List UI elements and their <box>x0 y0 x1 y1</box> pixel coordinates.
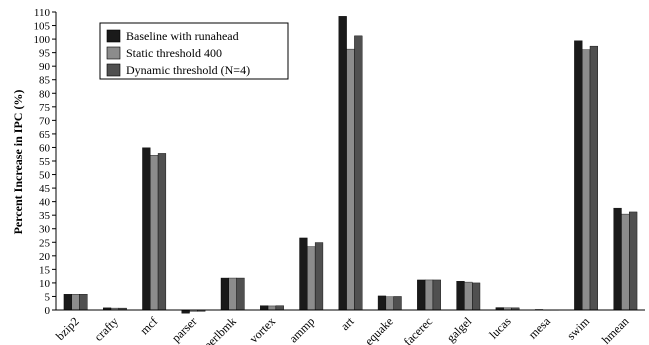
x-tick-label: art <box>338 314 357 333</box>
bar-perlbmk-series-2 <box>228 277 237 311</box>
x-axis-tick-labels: bzip2 crafty mcf parser perlbmk vortex ammp art… <box>53 314 631 345</box>
y-tick-label: 100 <box>34 34 51 46</box>
bar-galgel-series-1 <box>456 281 465 311</box>
x-tick-label: bzip2 <box>53 314 82 343</box>
y-tick-label: 20 <box>39 251 51 263</box>
y-tick-label: 5 <box>45 291 51 303</box>
bar-hmean-series-3 <box>629 211 638 311</box>
y-tick-label: 10 <box>39 278 51 290</box>
y-tick-label: 70 <box>39 115 51 127</box>
x-tick-label: equake <box>362 314 396 345</box>
bar-equake-series-1 <box>377 295 387 311</box>
bar-facerec-series-2 <box>424 279 434 311</box>
x-tick-label: facerec <box>401 314 435 345</box>
y-tick-label: 55 <box>39 156 51 168</box>
y-tick-label: 90 <box>39 61 51 73</box>
bar-perlbmk-series-1 <box>220 277 230 311</box>
legend-box <box>99 22 289 80</box>
x-tick-label: vortex <box>247 314 279 345</box>
bar-galgel-series-3 <box>472 282 481 311</box>
y-tick-label: 25 <box>39 237 51 249</box>
bar-swim-series-1 <box>574 40 583 311</box>
y-tick-label: 110 <box>34 7 51 19</box>
bar-vortex-series-2 <box>267 305 277 311</box>
y-tick-label: 75 <box>39 102 51 114</box>
bar-vortex-series-1 <box>260 305 269 311</box>
y-tick-label: 85 <box>39 75 51 87</box>
y-axis-label: Percent Increase in IPC (%) <box>11 90 25 235</box>
bar-ammp-series-3 <box>314 242 324 311</box>
bar-art-series-1 <box>338 16 347 311</box>
bar-swim-series-2 <box>582 49 591 311</box>
bar-perlbmk-series-3 <box>236 277 245 311</box>
axes <box>55 12 645 311</box>
x-tick-label: parser <box>169 314 200 345</box>
x-tick-label: mcf <box>137 314 160 337</box>
y-tick-label: 50 <box>39 170 51 182</box>
y-tick-label: 45 <box>39 183 51 195</box>
x-tick-label: ammp <box>286 314 317 345</box>
bar-equake-series-3 <box>393 296 402 311</box>
bar-equake-series-2 <box>385 296 394 311</box>
x-tick-label: hmean <box>599 314 632 345</box>
legend-swatch <box>106 46 121 60</box>
bar-ammp-series-1 <box>299 237 308 311</box>
legend: Baseline with runahead Static threshold 4… <box>99 22 289 80</box>
x-tick-label: lucas <box>486 314 514 342</box>
x-tick-label: galgel <box>444 314 475 345</box>
bars <box>63 16 638 314</box>
x-tick-label: swim <box>564 314 593 343</box>
bar-bzip2-series-3 <box>79 294 88 311</box>
bar-mcf-series-2 <box>150 155 159 311</box>
y-tick-label: 105 <box>34 21 51 33</box>
legend-entry-label: Dynamic threshold (N=4) <box>126 63 250 77</box>
bar-vortex-series-3 <box>275 305 284 311</box>
legend-entry-label: Baseline with runahead <box>126 29 239 43</box>
bar-bzip2-series-2 <box>71 294 80 311</box>
y-tick-label: 60 <box>39 142 51 154</box>
x-tick-label: perlbmk <box>201 314 239 345</box>
bar-hmean-series-2 <box>621 213 630 311</box>
legend-swatch <box>106 63 121 77</box>
bar-art-series-2 <box>346 48 355 311</box>
y-tick-label: 40 <box>39 197 51 209</box>
y-tick-label: 15 <box>39 264 51 276</box>
bar-mcf-series-1 <box>142 147 151 311</box>
legend-swatch <box>106 29 121 43</box>
y-tick-label: 30 <box>39 224 51 236</box>
bar-facerec-series-1 <box>417 279 426 311</box>
bar-mcf-series-3 <box>157 153 167 311</box>
bar-ammp-series-2 <box>307 246 316 311</box>
bar-hmean-series-1 <box>613 207 622 311</box>
y-tick-label: 80 <box>39 88 51 100</box>
y-tick-label: 95 <box>39 48 51 60</box>
bar-swim-series-3 <box>589 45 599 311</box>
y-tick-label: 0 <box>45 305 51 317</box>
x-tick-label: mesa <box>526 314 554 342</box>
bar-bzip2-series-1 <box>63 294 72 311</box>
bar-facerec-series-3 <box>432 279 441 311</box>
x-tick-label: crafty <box>91 314 121 344</box>
legend-entry-label: Static threshold 400 <box>126 46 222 60</box>
bar-galgel-series-2 <box>464 281 473 311</box>
y-tick-label: 65 <box>39 129 51 141</box>
bar-art-series-3 <box>354 35 363 311</box>
y-tick-label: 35 <box>39 210 51 222</box>
